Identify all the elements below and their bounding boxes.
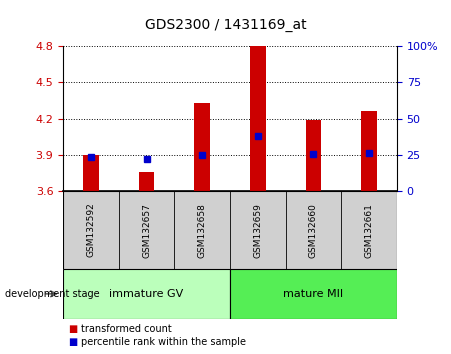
Bar (139, 172, 154, 191)
Text: percentile rank within the sample: percentile rank within the sample (81, 337, 246, 347)
Text: development stage: development stage (5, 289, 99, 299)
Bar (306, 120, 321, 191)
Text: GSM132661: GSM132661 (364, 202, 373, 258)
Bar (230, 269, 397, 319)
Bar (194, 103, 210, 191)
Bar (63, 269, 230, 319)
Text: mature MII: mature MII (283, 289, 344, 299)
Text: immature GV: immature GV (110, 289, 184, 299)
Text: ■: ■ (68, 337, 77, 347)
Text: ■: ■ (68, 324, 77, 334)
Bar (250, 46, 266, 191)
Text: GSM132657: GSM132657 (142, 202, 151, 258)
Bar (83, 155, 99, 191)
Text: transformed count: transformed count (81, 324, 172, 334)
Bar (361, 112, 377, 191)
Text: GSM132659: GSM132659 (253, 202, 262, 258)
Text: GSM132658: GSM132658 (198, 202, 207, 258)
Text: GSM132660: GSM132660 (309, 202, 318, 258)
Text: GSM132592: GSM132592 (87, 203, 96, 257)
Text: GDS2300 / 1431169_at: GDS2300 / 1431169_at (145, 18, 306, 32)
